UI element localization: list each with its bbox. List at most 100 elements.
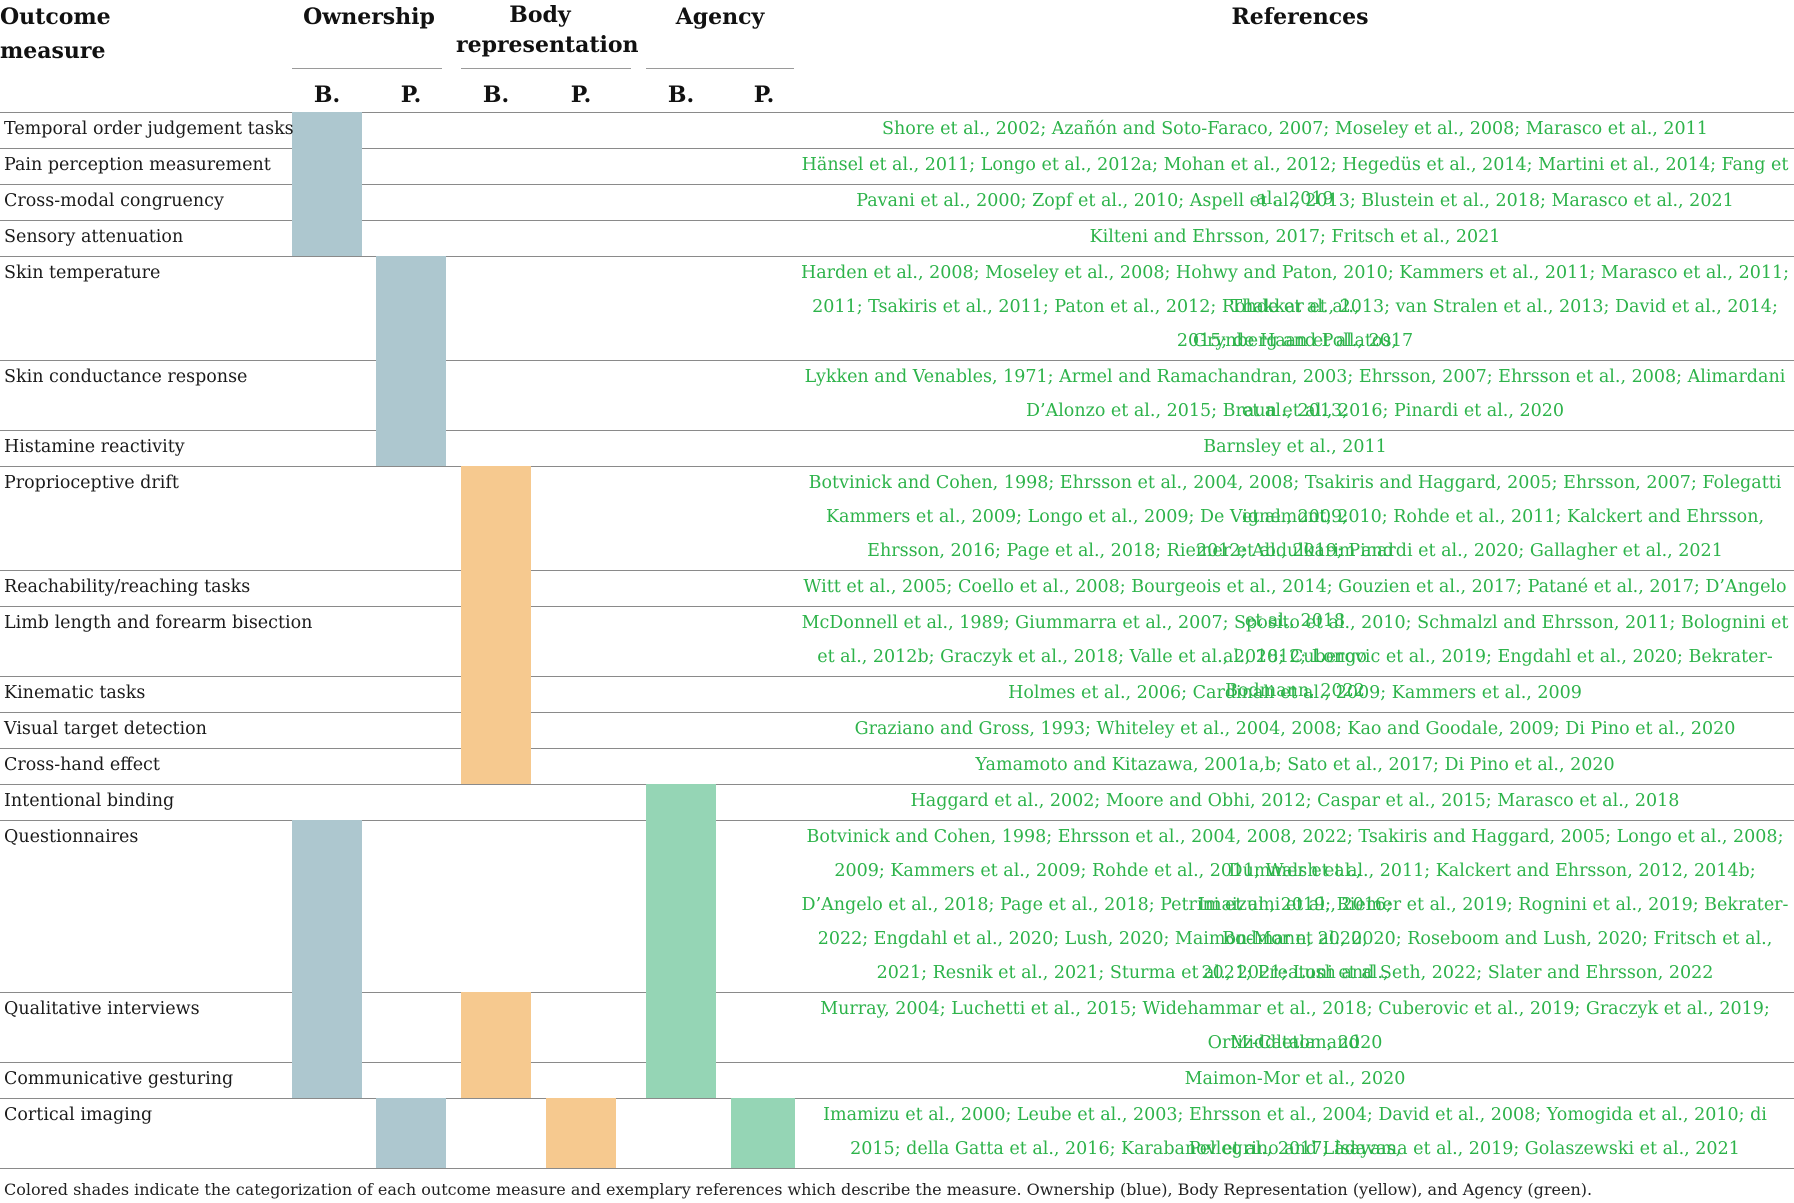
outcome-measure-label: Skin temperature [4,263,161,283]
category-shade-agency-b [646,1062,716,1098]
body-representation-header: Body representation [456,2,639,58]
reference-line: 2021; Resnik et al., 2021; Sturma et al.… [876,963,1714,983]
outcome-measure-label: Cross-modal congruency [4,191,224,211]
category-shade-agency-b [646,992,716,1062]
category-shade-body-b [461,1062,531,1098]
category-shade-ownership-p [376,360,446,430]
outcome-measure-label: Communicative gesturing [4,1069,234,1089]
row-rule [0,570,1794,571]
ownership-header: Ownership [303,4,435,30]
reference-line: Kilteni and Ehrsson, 2017; Fritsch et al… [1089,227,1501,247]
body-p-header: P. [570,82,592,108]
row-rule [0,784,1794,785]
row-rule [0,360,1794,361]
category-shade-ownership-p [376,430,446,466]
category-shade-agency-b [646,820,716,992]
agency-underline [646,68,794,69]
body-b-header: B. [482,82,510,108]
category-shade-agency-b [646,784,716,820]
body-underline [461,68,631,69]
row-rule [0,466,1794,467]
outcome-measure-label: Reachability/reaching tasks [4,577,251,597]
row-rule [0,676,1794,677]
outcome-measure-label: Limb length and forearm bisection [4,613,313,633]
reference-line: 2022; Engdahl et al., 2020; Lush, 2020; … [817,929,1773,983]
header-rule [0,112,1794,113]
row-rule [0,992,1794,993]
outcome-measure-label: Pain perception measurement [4,155,271,175]
row-rule [0,820,1794,821]
reference-line: Ehrsson, 2016; Page et al., 2018; Riemer… [867,541,1723,561]
outcome-measure-label: Cortical imaging [4,1105,153,1125]
category-shade-ownership-b [292,992,362,1062]
table-footnote: Colored shades indicate the categorizati… [4,1180,1593,1199]
reference-line: D’Angelo et al., 2018; Page et al., 2018… [801,895,1789,949]
outcome-measure-label: Intentional binding [4,791,175,811]
category-shade-ownership-b [292,112,362,148]
reference-line: Witt et al., 2005; Coello et al., 2008; … [803,577,1787,631]
reference-line: Shore et al., 2002; Azañón and Soto-Fara… [882,119,1708,139]
category-shade-body-b [461,712,531,748]
reference-line: Maimon-Mor et al., 2020 [1184,1069,1406,1089]
row-rule [0,1098,1794,1099]
category-shade-ownership-p [376,1098,446,1168]
category-shade-ownership-b [292,148,362,184]
row-rule [0,184,1794,185]
reference-line: Hänsel et al., 2011; Longo et al., 2012a… [801,155,1789,209]
category-shade-ownership-b [292,184,362,220]
row-rule [0,148,1794,149]
agency-b-header: B. [667,82,695,108]
category-shade-body-p [546,1098,616,1168]
category-shade-body-b [461,992,531,1062]
ownership-underline [292,68,442,69]
category-shade-body-b [461,606,531,676]
outcome-measure-label: Sensory attenuation [4,227,184,247]
outcome-measure-label: Kinematic tasks [4,683,146,703]
row-rule [0,712,1794,713]
category-shade-ownership-b [292,1062,362,1098]
reference-line: Haggard et al., 2002; Moore and Obhi, 20… [910,791,1680,811]
outcome-measure-header: Outcome measure [0,4,111,64]
outcome-measure-label: Cross-hand effect [4,755,160,775]
reference-line: Holmes et al., 2006; Cardinali et al., 2… [1008,683,1582,703]
row-rule [0,220,1794,221]
outcome-measure-label: Proprioceptive drift [4,473,179,493]
reference-line: D’Alonzo et al., 2015; Braun et al., 201… [1025,401,1565,421]
reference-line: Ortiz-Catalan, 2020 [1207,1033,1383,1053]
category-shade-body-b [461,748,531,784]
category-shade-body-b [461,466,531,570]
reference-line: et al., 2012b; Graczyk et al., 2018; Val… [817,647,1773,701]
row-rule [0,256,1794,257]
outcome-measure-label: Temporal order judgement tasks [4,119,294,139]
outcome-measure-label: Visual target detection [4,719,207,739]
category-shade-body-b [461,570,531,606]
reference-line: 2011; Tsakiris et al., 2011; Paton et al… [812,297,1778,351]
outcome-measure-label: Qualitative interviews [4,999,200,1019]
reference-line: Murray, 2004; Luchetti et al., 2015; Wid… [820,999,1770,1053]
row-rule [0,1168,1794,1169]
row-rule [0,430,1794,431]
row-rule [0,748,1794,749]
outcome-measure-label: Histamine reactivity [4,437,185,457]
row-rule [0,606,1794,607]
category-shade-ownership-b [292,220,362,256]
references-header: References [1231,4,1369,30]
outcome-measure-label: Questionnaires [4,827,139,847]
reference-line: Barnsley et al., 2011 [1203,437,1387,457]
reference-line: Graziano and Gross, 1993; Whiteley et al… [854,719,1736,739]
agency-p-header: P. [753,82,775,108]
outcome-measure-label: Skin conductance response [4,367,248,387]
reference-line: Botvinick and Cohen, 1998; Ehrsson et al… [806,827,1784,881]
category-shade-ownership-p [376,256,446,360]
row-rule [0,1062,1794,1063]
ownership-b-header: B. [313,82,341,108]
reference-line: Pavani et al., 2000; Zopf et al., 2010; … [856,191,1734,211]
reference-line: Lykken and Venables, 1971; Armel and Ram… [804,367,1786,421]
reference-line: Imamizu et al., 2000; Leube et al., 2003… [823,1105,1767,1159]
reference-line: 2015; della Gatta et al., 2016; Karabano… [850,1139,1740,1159]
ownership-p-header: P. [400,82,422,108]
reference-line: Kammers et al., 2009; Longo et al., 2009… [825,507,1765,561]
category-shade-ownership-b [292,820,362,992]
reference-line: Harden et al., 2008; Moseley et al., 200… [800,263,1790,317]
